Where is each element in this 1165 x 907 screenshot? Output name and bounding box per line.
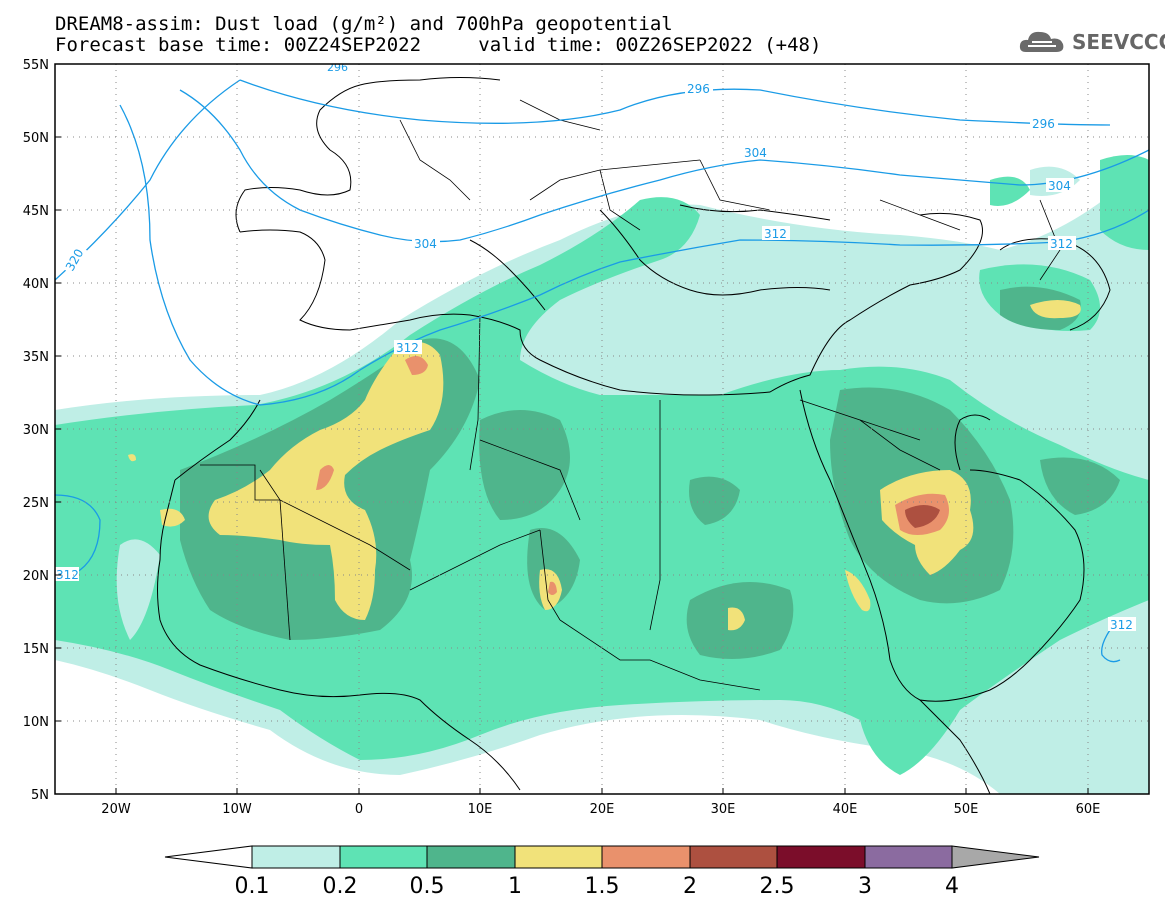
- coastlines: [157, 77, 1111, 794]
- contour-label: 296: [1032, 117, 1055, 131]
- lat-label: 50N: [23, 131, 49, 146]
- logo-text: SEEVCCC: [1072, 30, 1165, 54]
- contour-label: 312: [1110, 618, 1133, 632]
- contour-label: 304: [744, 146, 767, 160]
- valid-time: valid time: 00Z26SEP2022 (+48): [478, 34, 822, 56]
- lat-label: 55N: [23, 58, 49, 73]
- forecast-time-line: Forecast base time: 00Z24SEP2022 valid t…: [55, 35, 821, 55]
- lat-label: 20N: [23, 569, 49, 584]
- legend-label: 4: [945, 874, 959, 899]
- contour-label: 312: [1050, 237, 1073, 251]
- legend-swatch: [864, 845, 953, 869]
- legend-label: 1: [508, 874, 522, 899]
- cloud-icon: [1019, 31, 1064, 52]
- color-legend: 0.1 0.2 0.5 1 1.5 2 2.5 3 4: [164, 845, 1040, 899]
- lon-label: 10W: [222, 802, 252, 817]
- lat-label: 45N: [23, 204, 49, 219]
- legend-high-arrow: [951, 845, 1040, 869]
- contour-label: 296: [687, 82, 710, 96]
- lat-label: 35N: [23, 350, 49, 365]
- longitude-labels: 20W 10W 0 10E 20E 30E 40E 50E 60E: [101, 802, 1100, 817]
- legend-swatch: [339, 845, 428, 869]
- legend-label: 2: [683, 874, 697, 899]
- lat-label: 5N: [31, 788, 49, 803]
- contour-label: 304: [414, 237, 437, 251]
- legend-label: 0.5: [410, 874, 445, 899]
- contour-labels: 296 296 296 304 304 304 312 312 312 312 …: [55, 61, 1136, 632]
- seevccc-logo: SEEVCCC: [1018, 27, 1165, 57]
- lat-label: 40N: [23, 277, 49, 292]
- map-title: DREAM8-assim: Dust load (g/m²) and 700hP…: [55, 13, 673, 35]
- lon-label: 10E: [468, 802, 493, 817]
- legend-label: 2.5: [760, 874, 795, 899]
- lat-label: 25N: [23, 496, 49, 511]
- legend-swatch: [601, 845, 691, 869]
- lon-label: 50E: [954, 802, 979, 817]
- legend-label: 3: [858, 874, 872, 899]
- legend-label: 0.1: [235, 874, 270, 899]
- lon-label: 0: [355, 802, 363, 817]
- base-time: Forecast base time: 00Z24SEP2022: [55, 34, 422, 56]
- contour-label: 312: [396, 341, 419, 355]
- legend-swatch: [776, 845, 866, 869]
- lon-label: 20W: [101, 802, 131, 817]
- lon-label: 20E: [590, 802, 615, 817]
- lon-label: 30E: [711, 802, 736, 817]
- contour-label: 296: [327, 61, 348, 74]
- lat-label: 10N: [23, 715, 49, 730]
- contour-label: 312: [764, 227, 787, 241]
- legend-swatch: [251, 845, 341, 869]
- contour-label: 304: [1048, 179, 1071, 193]
- lat-label: 30N: [23, 423, 49, 438]
- legend-swatch: [426, 845, 516, 869]
- legend-swatch: [514, 845, 603, 869]
- legend-label: 0.2: [323, 874, 358, 899]
- lon-label: 40E: [833, 802, 858, 817]
- legend-label: 1.5: [585, 874, 620, 899]
- latitude-labels: 55N 50N 45N 40N 35N 30N 25N 20N 15N 10N …: [23, 58, 49, 803]
- axis-ticks: [55, 63, 1089, 795]
- legend-low-arrow: [164, 845, 253, 869]
- graticule: [55, 64, 1149, 794]
- dust-layer-2: [905, 505, 940, 528]
- lon-label: 60E: [1076, 802, 1101, 817]
- legend-swatch: [689, 845, 778, 869]
- lat-label: 15N: [23, 642, 49, 657]
